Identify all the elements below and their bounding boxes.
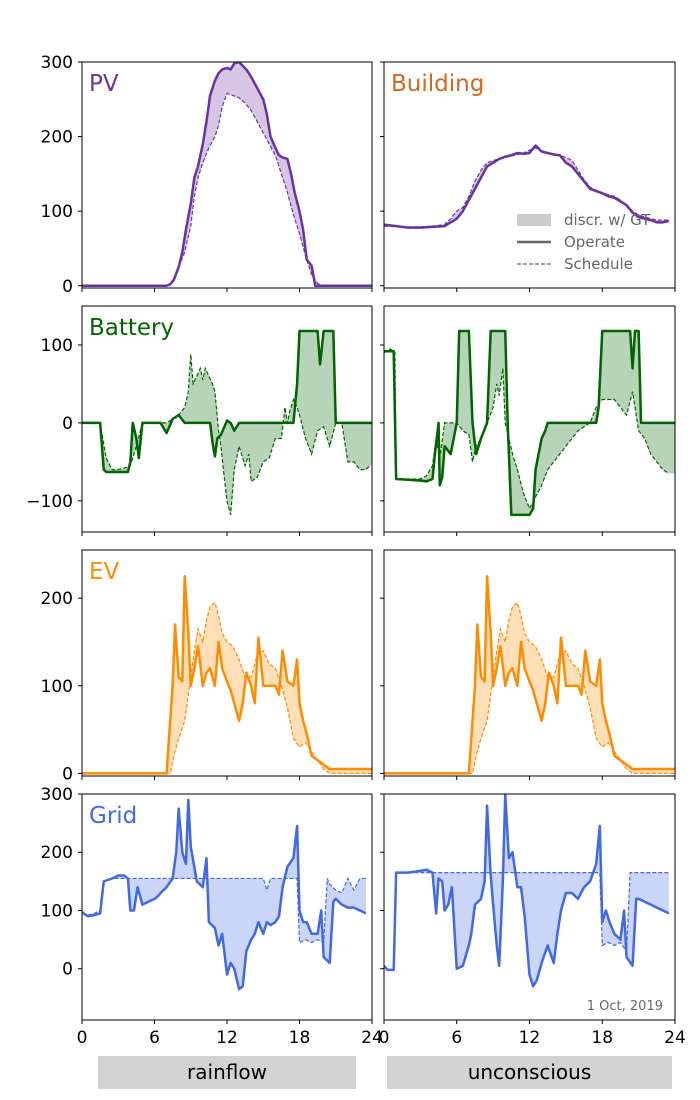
y-tick-label: 200 <box>41 589 73 609</box>
x-tick-label: 18 <box>591 1028 613 1048</box>
y-tick-label: 300 <box>41 785 73 805</box>
y-tick-label: 200 <box>41 843 73 863</box>
panel-title: EV <box>89 559 120 585</box>
x-tick-label: 24 <box>664 1028 686 1048</box>
y-tick-label: 0 <box>62 764 73 784</box>
panel-title: PV <box>89 71 119 97</box>
column-label-box <box>98 1056 356 1089</box>
x-tick-label: 24 <box>361 1028 383 1048</box>
y-tick-label: 100 <box>41 336 73 356</box>
schedule-line <box>82 92 372 287</box>
discrepancy-area <box>82 62 372 286</box>
panel-title: Building <box>391 71 484 97</box>
legend-swatch-discrepancy <box>517 214 551 226</box>
panel-title: Battery <box>89 315 174 341</box>
operate-line <box>82 329 372 474</box>
schedule-line <box>384 601 675 774</box>
column-label: unconscious <box>468 1060 592 1084</box>
legend-label: Operate <box>564 233 625 251</box>
operate-line <box>384 144 670 229</box>
y-tick-label: 200 <box>41 128 73 148</box>
panel-title: Grid <box>89 803 137 829</box>
operate-line <box>384 329 675 517</box>
discrepancy-area <box>384 330 675 515</box>
discrepancy-area <box>384 576 675 774</box>
legend: discr. w/ GT Operate Schedule <box>517 211 651 273</box>
axes-frame <box>81 61 373 289</box>
panel-ev-0: 0 100 200 EV <box>41 549 373 784</box>
operate-line <box>82 798 367 991</box>
column-label-box <box>387 1056 672 1089</box>
y-tick-label: −100 <box>26 492 73 512</box>
panel-grid-1: 0 6 12 18 24 <box>379 793 686 1048</box>
y-tick-label: 100 <box>41 901 73 921</box>
x-tick-label: 0 <box>379 1028 390 1048</box>
x-tick-label: 6 <box>451 1028 462 1048</box>
x-tick-label: 12 <box>519 1028 541 1048</box>
column-labels: rainflow unconscious <box>98 1056 672 1089</box>
x-tick-label: 18 <box>289 1028 311 1048</box>
panel-pv-1: Building <box>380 61 676 292</box>
schedule-line <box>82 601 372 774</box>
operate-line <box>82 575 372 775</box>
operate-line <box>82 62 372 288</box>
panel-grid-0: 0 100 200 300 0 6 12 18 24 Grid <box>41 785 383 1048</box>
discrepancy-area <box>82 576 372 774</box>
x-tick-label: 0 <box>77 1028 88 1048</box>
operate-line <box>384 575 675 775</box>
panel-battery-0: −100 0 100 Battery <box>26 305 373 536</box>
y-tick-label: 100 <box>41 677 73 697</box>
y-tick-label: 300 <box>41 53 73 73</box>
panel-ev-1 <box>380 549 676 780</box>
x-tick-label: 12 <box>216 1028 238 1048</box>
y-tick-label: 100 <box>41 202 73 222</box>
panel-grid: 0 100 200 300 PV Building −100 0 100 Battery 0 100 2… <box>26 53 686 1048</box>
legend-label: Schedule <box>564 255 633 273</box>
y-tick-label: 0 <box>62 277 73 297</box>
panel-battery-1 <box>380 305 676 536</box>
date-annotation: 1 Oct, 2019 <box>587 999 663 1014</box>
y-tick-label: 0 <box>62 414 73 434</box>
legend-label: discr. w/ GT <box>564 211 651 229</box>
schedule-line <box>82 877 366 944</box>
y-tick-label: 0 <box>62 960 73 980</box>
column-label: rainflow <box>187 1060 267 1084</box>
operate-line <box>384 794 670 988</box>
x-tick-label: 6 <box>149 1028 160 1048</box>
panel-pv-0: 0 100 200 300 PV <box>41 53 373 297</box>
schedule-line <box>384 872 669 971</box>
